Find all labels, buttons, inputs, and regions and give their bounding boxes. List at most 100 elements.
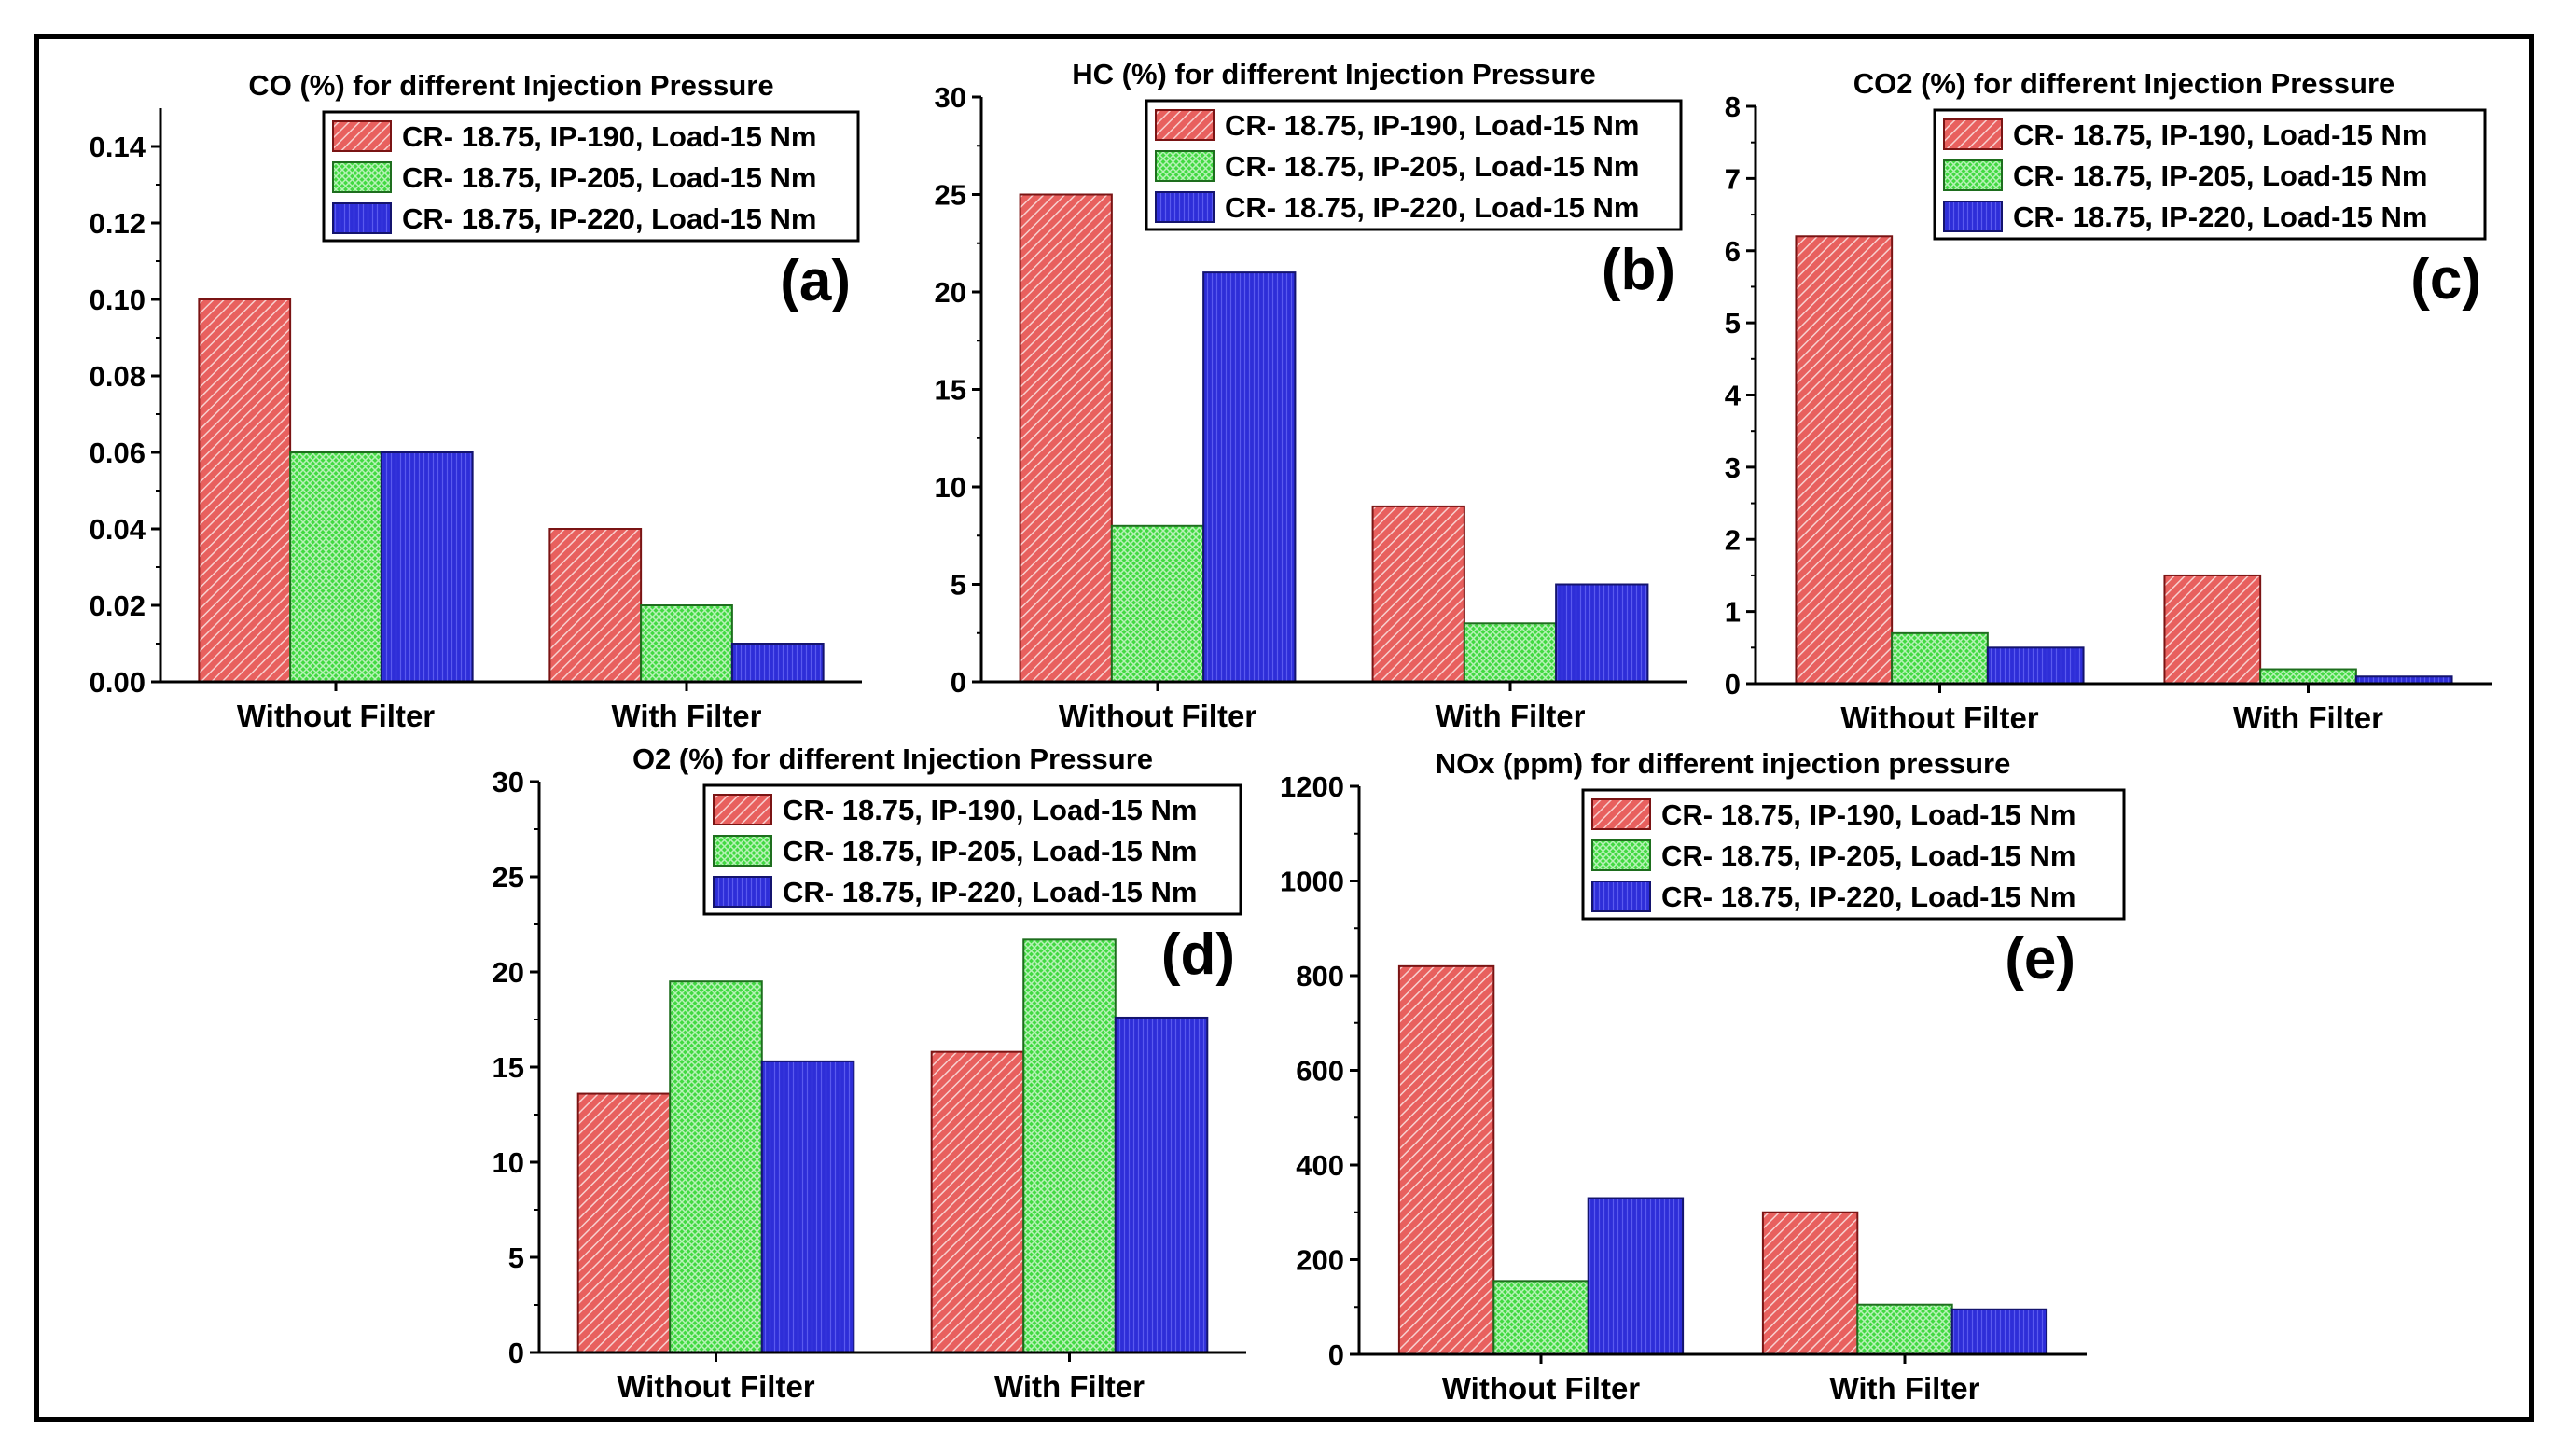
y-tick-label: 0 [1725, 668, 1741, 700]
y-tick-label: 0.02 [90, 589, 146, 622]
legend-label: CR- 18.75, IP-190, Load-15 Nm [2013, 118, 2428, 151]
bar-ip205-without-filter [1110, 524, 1205, 683]
x-category-label: Without Filter [1840, 700, 2038, 735]
chart-title: NOx (ppm) for different injection pressu… [1436, 747, 2011, 780]
chart-title: CO (%) for different Injection Pressure [248, 69, 773, 102]
bar-ip190-without-filter [1795, 235, 1894, 685]
y-tick-label: 0 [1328, 1338, 1344, 1371]
bar-ip190-with-filter [548, 528, 643, 683]
x-category-label: With Filter [611, 699, 761, 733]
y-tick-label: 4 [1725, 380, 1742, 412]
x-category-label: Without Filter [1059, 699, 1256, 733]
legend-label: CR- 18.75, IP-220, Load-15 Nm [1661, 881, 2076, 913]
x-category-label: With Filter [1829, 1371, 1979, 1406]
legend-swatch [1943, 159, 2003, 191]
y-tick-label: 400 [1296, 1149, 1344, 1182]
panel-label: (c) [2410, 247, 2481, 312]
y-tick-label: 0 [951, 666, 966, 699]
y-tick-label: 1 [1725, 596, 1741, 629]
legend-swatch [1155, 150, 1215, 182]
y-tick-label: 25 [935, 179, 966, 212]
y-tick-label: 30 [493, 766, 524, 798]
legend-swatch [1943, 201, 2003, 232]
bar-ip190-with-filter [930, 1050, 1025, 1353]
y-tick-label: 0.08 [90, 360, 146, 393]
bar-ip220-with-filter [1555, 583, 1649, 683]
legend-swatch [332, 120, 392, 152]
panel-label: (d) [1161, 922, 1235, 987]
y-tick-label: 0 [508, 1337, 524, 1369]
y-tick-label: 10 [493, 1146, 524, 1179]
y-tick-label: 30 [935, 81, 966, 114]
y-tick-label: 20 [493, 956, 524, 989]
y-tick-label: 15 [493, 1051, 524, 1084]
bar-ip205-without-filter [1492, 1280, 1589, 1356]
legend-swatch [713, 835, 772, 867]
chart-panel-b: HC (%) for different Injection Pressure 0… [869, 41, 1705, 766]
bar-ip205-without-filter [289, 451, 382, 683]
legend-swatch [332, 161, 392, 193]
legend-swatch [1591, 798, 1651, 830]
bar-ip205-with-filter [1022, 938, 1117, 1353]
bar-ip220-without-filter [1202, 271, 1297, 683]
panel-label: (b) [1602, 238, 1675, 302]
bar-ip220-without-filter [760, 1060, 855, 1353]
legend-label: CR- 18.75, IP-220, Load-15 Nm [2013, 201, 2428, 233]
y-tick-label: 6 [1725, 235, 1741, 268]
legend-label: CR- 18.75, IP-190, Load-15 Nm [1661, 798, 2076, 831]
chart-title: HC (%) for different Injection Pressure [1072, 58, 1596, 90]
x-category-label: With Filter [1435, 699, 1585, 733]
legend: CR- 18.75, IP-190, Load-15 Nm CR- 18.75, … [1145, 99, 1683, 231]
legend-label: CR- 18.75, IP-205, Load-15 Nm [2013, 159, 2428, 192]
y-tick-label: 0.12 [90, 207, 146, 240]
legend: CR- 18.75, IP-190, Load-15 Nm CR- 18.75, … [702, 783, 1242, 916]
bar-ip220-without-filter [1986, 646, 2085, 685]
y-tick-label: 25 [493, 861, 524, 894]
bar-ip205-with-filter [640, 604, 733, 683]
chart-svg-b: HC (%) for different Injection Pressure 0… [935, 58, 1687, 733]
y-tick-label: 0.00 [90, 666, 146, 699]
y-tick-label: 1000 [1280, 866, 1344, 898]
legend-swatch [713, 794, 772, 825]
chart-panel-e: NOx (ppm) for different injection pressu… [1247, 730, 2126, 1438]
legend-label: CR- 18.75, IP-205, Load-15 Nm [1225, 150, 1640, 183]
legend-label: CR- 18.75, IP-205, Load-15 Nm [1661, 839, 2076, 872]
chart-svg-a: CO (%) for different Injection Pressure 0… [90, 69, 862, 733]
bar-ip220-with-filter [1114, 1016, 1209, 1353]
y-tick-label: 8 [1725, 90, 1741, 123]
y-tick-label: 0.10 [90, 284, 146, 316]
legend-label: CR- 18.75, IP-220, Load-15 Nm [783, 876, 1198, 908]
y-tick-label: 800 [1296, 960, 1344, 992]
bar-ip205-without-filter [1891, 631, 1989, 686]
y-tick-label: 5 [508, 1241, 524, 1274]
bar-ip220-without-filter [1587, 1197, 1685, 1355]
legend-swatch [1591, 839, 1651, 871]
panel-label: (e) [2005, 927, 2075, 991]
x-category-label: Without Filter [1442, 1371, 1640, 1406]
legend-swatch [1155, 109, 1215, 141]
legend-label: CR- 18.75, IP-205, Load-15 Nm [402, 161, 817, 194]
y-tick-label: 20 [935, 276, 966, 309]
chart-title: O2 (%) for different Injection Pressure [632, 742, 1153, 775]
bar-ip190-with-filter [1371, 505, 1465, 683]
legend-label: CR- 18.75, IP-190, Load-15 Nm [1225, 109, 1640, 142]
chart-svg-e: NOx (ppm) for different injection pressu… [1280, 747, 2126, 1406]
x-category-label: Without Filter [237, 699, 435, 733]
chart-title: CO2 (%) for different Injection Pressure [1853, 67, 2395, 100]
x-category-label: With Filter [994, 1369, 1145, 1404]
legend: CR- 18.75, IP-190, Load-15 Nm CR- 18.75, … [322, 110, 860, 243]
chart-panel-d: O2 (%) for different Injection Pressure 0… [427, 726, 1265, 1436]
bar-ip220-without-filter [380, 451, 474, 683]
panel-label: (a) [780, 249, 851, 313]
y-tick-label: 7 [1725, 162, 1741, 195]
bar-ip190-with-filter [1761, 1211, 1859, 1355]
bar-ip190-with-filter [2163, 574, 2262, 685]
legend: CR- 18.75, IP-190, Load-15 Nm CR- 18.75, … [1581, 788, 2126, 921]
legend-label: CR- 18.75, IP-220, Load-15 Nm [402, 202, 817, 235]
y-tick-label: 0.06 [90, 437, 146, 469]
bar-ip220-with-filter [730, 643, 825, 683]
bar-ip205-without-filter [669, 980, 763, 1353]
legend-label: CR- 18.75, IP-190, Load-15 Nm [402, 120, 817, 153]
figure-frame [34, 34, 2534, 1422]
legend-label: CR- 18.75, IP-190, Load-15 Nm [783, 794, 1198, 826]
